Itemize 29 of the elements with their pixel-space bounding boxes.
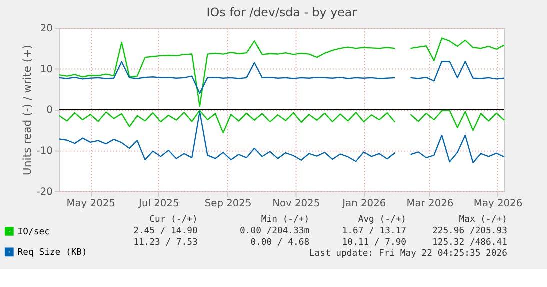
text: 125.32 /486.41: [432, 238, 508, 248]
y-tick-label: 0: [46, 105, 53, 116]
y-tick-label: 10: [40, 64, 53, 76]
text: 0.00 / 4.68: [250, 238, 310, 248]
text: 2.45 / 14.90: [134, 226, 198, 236]
text: 11.23 / 7.53: [134, 238, 198, 248]
x-tick-label: May 2026: [474, 198, 523, 210]
text: 0.00 /204.33m: [240, 226, 310, 236]
y-axis-title: Units read (-) / write (+): [20, 44, 34, 176]
x-tick-label: Mar 2026: [406, 198, 454, 210]
x-tick-label: Jan 2026: [342, 198, 386, 210]
text: Cur (-/+): [150, 215, 198, 226]
chart-title: IOs for /dev/sda - by year: [206, 5, 358, 20]
text: Min (-/+): [261, 215, 310, 226]
y-tick-label: -10: [36, 146, 53, 158]
text: 225.96 /205.93: [432, 226, 508, 236]
x-tick-label: Jul 2025: [138, 198, 180, 210]
y-tick-label: -20: [36, 186, 53, 198]
legend-label: Req Size (KB): [18, 248, 88, 258]
x-tick-label: May 2025: [66, 198, 116, 210]
x-tick-label: Nov 2025: [272, 198, 320, 210]
text: Avg (-/+): [358, 215, 407, 226]
legend-label: IO/sec: [18, 227, 50, 238]
text: 1.67 / 13.17: [342, 226, 407, 236]
text: 10.11 / 7.90: [342, 238, 407, 248]
y-tick-label: 20: [40, 24, 53, 35]
text: Last update: Fri May 22 04:25:35 2026: [309, 249, 508, 260]
x-tick-label: Sep 2025: [204, 198, 252, 210]
text: Max (-/+): [459, 215, 508, 226]
